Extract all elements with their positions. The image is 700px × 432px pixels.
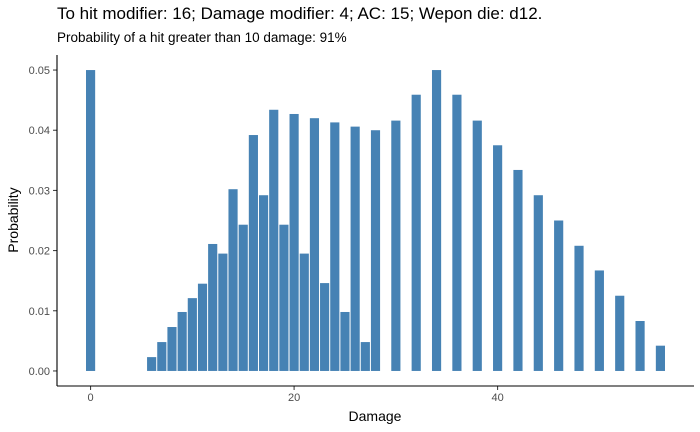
bar-damage-34 [431, 70, 442, 371]
bar-damage-54 [635, 321, 645, 371]
bar-damage-7 [157, 342, 167, 371]
bar-damage-50 [594, 270, 604, 371]
bar-damage-28 [370, 130, 381, 371]
bar-damage-40 [493, 145, 503, 371]
y-tick-label: 0.01 [29, 306, 50, 318]
bar-damage-42 [513, 169, 523, 371]
bar-damage-19 [279, 224, 289, 371]
x-tick-label: 0 [88, 392, 94, 404]
bar-damage-15 [238, 224, 248, 371]
x-axis-title: Damage [349, 408, 402, 424]
x-tick-label: 20 [288, 392, 300, 404]
bar-damage-24 [330, 122, 340, 371]
bar-damage-36 [452, 94, 462, 371]
bar-damage-25 [340, 311, 350, 371]
bar-damage-52 [615, 295, 625, 371]
bar-damage-8 [167, 327, 177, 371]
bar-damage-27 [360, 342, 370, 371]
chart-subtitle: Probability of a hit greater than 10 dam… [57, 30, 347, 45]
bar-damage-23 [320, 283, 330, 371]
bar-damage-12 [208, 243, 218, 371]
bar-damage-10 [187, 298, 197, 371]
bar-damage-21 [299, 253, 309, 371]
bar-damage-14 [228, 189, 238, 371]
bar-damage-30 [391, 120, 401, 371]
y-tick-label: 0.03 [29, 185, 50, 197]
bar-damage-0 [86, 70, 96, 371]
y-tick-label: 0.02 [29, 246, 50, 258]
bar-damage-48 [574, 245, 584, 371]
y-axis-ticks: 0.00 0.01 0.02 0.03 0.04 0.05 [29, 65, 57, 378]
bar-damage-16 [248, 135, 258, 371]
y-tick-label: 0.05 [29, 65, 50, 77]
bar-damage-20 [289, 113, 299, 371]
bar-damage-17 [258, 195, 269, 371]
bar-damage-46 [554, 220, 564, 371]
chart-title: To hit modifier: 16; Damage modifier: 4;… [57, 4, 543, 23]
bar-damage-9 [177, 311, 187, 371]
y-axis-title: Probability [5, 187, 21, 252]
bar-damage-44 [533, 195, 543, 371]
bar-damage-26 [350, 126, 360, 371]
bar-damage-18 [269, 109, 279, 371]
x-tick-label: 40 [491, 392, 503, 404]
bar-damage-32 [411, 94, 421, 371]
bar-damage-56 [655, 345, 665, 371]
bar-damage-22 [309, 118, 320, 371]
bars-group [86, 70, 665, 371]
y-tick-label: 0.00 [29, 366, 50, 378]
bar-damage-11 [197, 283, 208, 371]
bar-damage-38 [472, 120, 482, 371]
y-tick-label: 0.04 [29, 125, 50, 137]
bar-damage-13 [218, 253, 228, 371]
bar-damage-6 [147, 357, 157, 371]
x-axis-ticks: 0 20 40 [88, 386, 504, 404]
